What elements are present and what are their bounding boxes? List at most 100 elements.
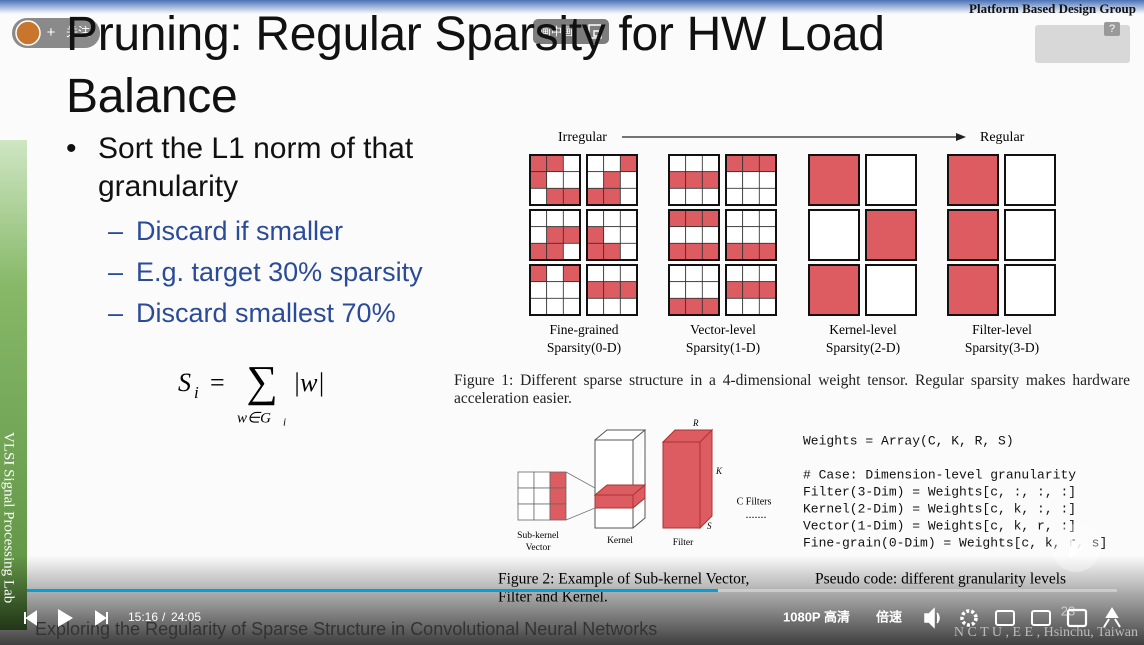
weight-box (947, 264, 999, 316)
vector-cell (549, 503, 567, 521)
weight-box (1004, 154, 1056, 206)
weight-cell (701, 264, 720, 283)
figure-1: Irregular Regular Fine-grained Sparsity(0-D… (529, 130, 1056, 355)
weight-cell (742, 187, 760, 206)
weight-cell (603, 209, 621, 228)
weight-cell (562, 297, 581, 316)
sub-bullet: Discard if smaller (108, 216, 343, 247)
pip-text: 画中画 (540, 25, 573, 38)
pip-icon (588, 24, 602, 39)
figure-2-label: Kernel (607, 536, 633, 546)
filter-prism (661, 428, 714, 530)
quality-button[interactable]: 1080P 高清 (783, 609, 850, 624)
figure-1-arrowhead (956, 133, 966, 141)
vector-cell (517, 503, 535, 521)
fullscreen-button[interactable] (1066, 608, 1088, 628)
settings-button[interactable] (960, 609, 978, 627)
figure-1-from: Irregular (558, 130, 607, 145)
figure-1-group-label: Fine-grained (550, 322, 619, 337)
weight-cell (586, 242, 605, 261)
weight-cell (668, 264, 687, 283)
weight-cell (586, 209, 605, 228)
sub-bullet: Discard smallest 70% (108, 298, 396, 329)
progress-played (27, 589, 718, 592)
weight-cell (725, 281, 744, 299)
more-button[interactable] (1103, 607, 1121, 628)
weight-box (586, 209, 638, 261)
side-band (0, 140, 27, 630)
weight-cell (685, 226, 703, 244)
weight-box (947, 154, 999, 206)
next-button[interactable] (95, 610, 108, 626)
weight-box (725, 209, 777, 261)
weight-cell (603, 154, 621, 173)
weight-cell (701, 187, 720, 206)
vector-cell (517, 487, 535, 505)
figure-2: Sub-kernel Vector Kernel Filter R K S C Filters… (498, 418, 1107, 606)
weight-box (529, 209, 581, 261)
duration: 24:05 (171, 610, 201, 624)
formula-lhs: S (178, 368, 191, 397)
weight-cell (586, 171, 605, 189)
weight-cell (529, 242, 548, 261)
weight-cell (758, 187, 777, 206)
weight-cell (685, 297, 703, 316)
code-line: Filter(3-Dim) = Weights[c, :, :, :] (803, 484, 1076, 499)
weight-box (808, 209, 860, 261)
uploader-avatar (15, 20, 41, 46)
figure-1-group-label: Sparsity(2-D) (826, 340, 900, 355)
weight-cell (758, 171, 777, 189)
weight-cell (668, 171, 687, 189)
widescreen-button[interactable] (1031, 610, 1051, 626)
prev-button[interactable] (24, 610, 37, 626)
weight-cell (562, 209, 581, 228)
vector-cell (549, 487, 567, 505)
vector-cell (533, 503, 551, 521)
weight-cell (529, 281, 548, 299)
weight-cell (701, 154, 720, 173)
weight-cell (742, 264, 760, 283)
speed-button[interactable]: 倍速 (876, 609, 902, 624)
volume-button[interactable] (924, 607, 940, 629)
weight-cell (529, 209, 548, 228)
pip-control[interactable] (995, 610, 1015, 626)
weight-cell (725, 242, 744, 261)
weight-cell (742, 242, 760, 261)
weight-cell (546, 226, 564, 244)
weight-cell (586, 264, 605, 283)
formula-sum: ∑ (246, 357, 277, 406)
weight-cell (701, 281, 720, 299)
weight-cell (586, 187, 605, 206)
figure-2-label: Vector (526, 543, 552, 553)
weight-cell (668, 281, 687, 299)
weight-cell (701, 242, 720, 261)
kernel-prism (594, 429, 647, 529)
figure-2-label: R (692, 418, 699, 428)
weight-cell (586, 226, 605, 244)
figure-2-label: S (707, 521, 712, 531)
weight-box (1004, 209, 1056, 261)
figure-2-caption: Figure 2: Example of Sub-kernel Vector, (498, 571, 749, 588)
weight-box (808, 264, 860, 316)
weight-cell (546, 264, 564, 283)
weight-cell (758, 264, 777, 283)
help-button[interactable] (1104, 22, 1120, 36)
weight-cell (742, 209, 760, 228)
weight-cell (529, 264, 548, 283)
weight-cell (668, 154, 687, 173)
weight-cell (619, 187, 638, 206)
weight-cell (586, 154, 605, 173)
figure-2-caption: Filter and Kernel. (498, 589, 608, 606)
figure-1-group-label: Vector-level (690, 322, 756, 337)
weight-cell (668, 242, 687, 261)
weight-cell (619, 281, 638, 299)
weight-cell (701, 297, 720, 316)
sub-bullet-text: E.g. target 30% sparsity (136, 257, 423, 287)
code-line: Kernel(2-Dim) = Weights[c, k, :, :] (803, 501, 1076, 516)
weight-box (947, 209, 999, 261)
weight-cell (546, 281, 564, 299)
weight-cell (725, 209, 744, 228)
play-button[interactable] (58, 609, 73, 627)
weight-cell (562, 264, 581, 283)
weight-cell (742, 297, 760, 316)
